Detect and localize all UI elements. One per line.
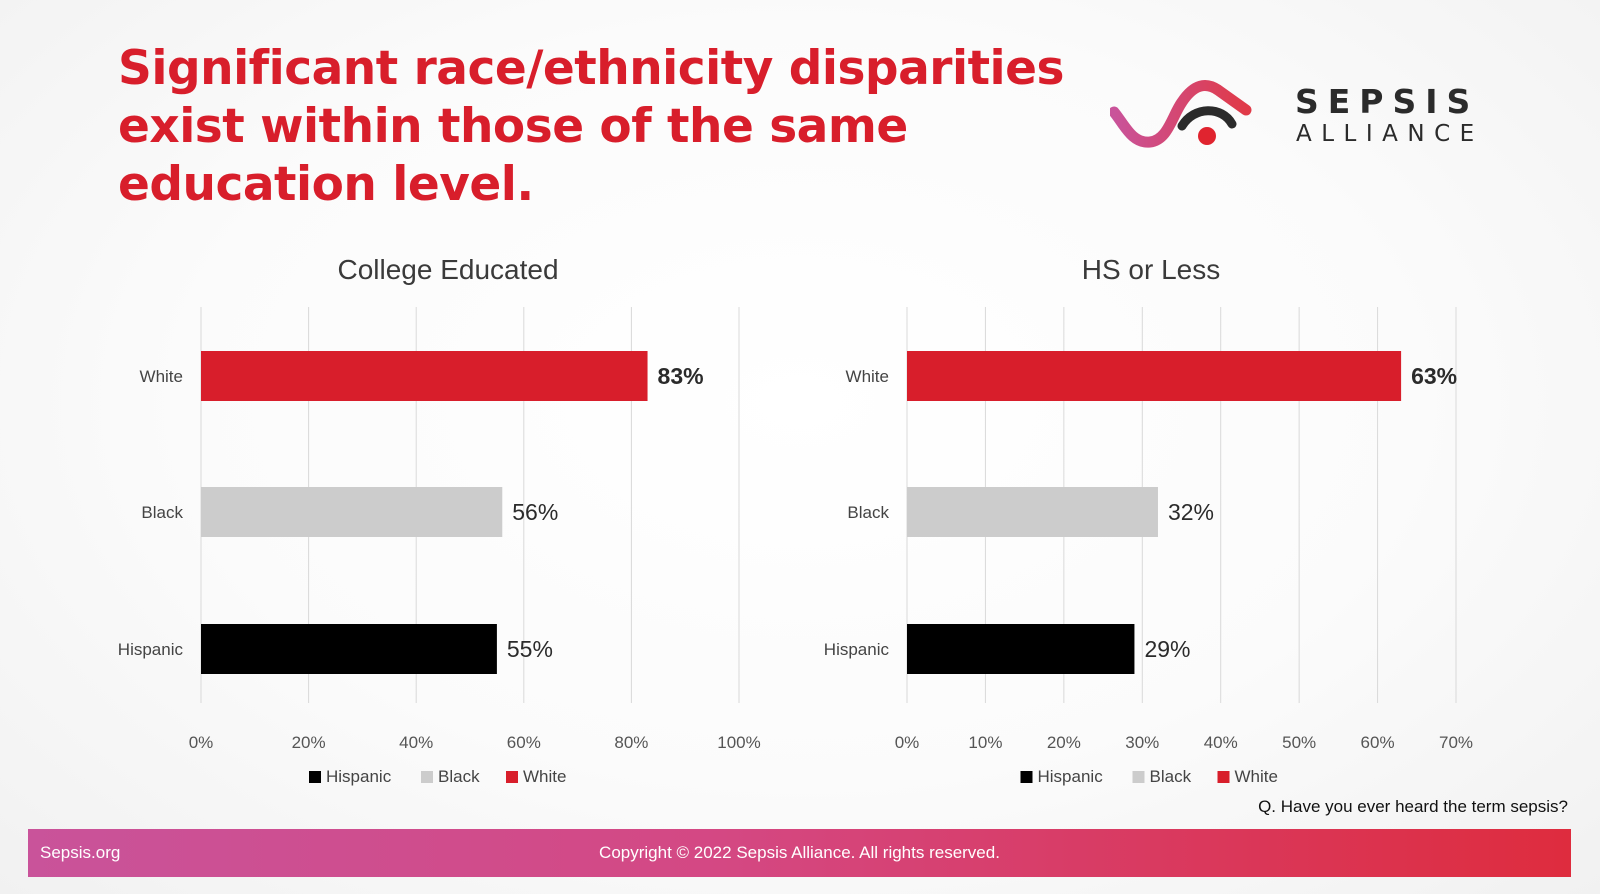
x-tick-label: 70% (1439, 733, 1473, 752)
x-tick-label: 40% (1204, 733, 1238, 752)
legend-label: Black (1150, 767, 1192, 786)
x-tick-label: 10% (968, 733, 1002, 752)
legend-label: Black (438, 767, 480, 786)
chart-title: HS or Less (1082, 254, 1221, 285)
x-tick-label: 40% (399, 733, 433, 752)
category-label: Hispanic (118, 640, 184, 659)
footer-bar: Sepsis.org Copyright © 2022 Sepsis Allia… (28, 829, 1571, 877)
bar-black (201, 487, 503, 537)
legend-label: White (1235, 767, 1278, 786)
legend-swatch-black (1132, 771, 1145, 783)
legend-swatch-black (421, 771, 433, 783)
bar-black (907, 487, 1158, 537)
chart-title: College Educated (337, 254, 558, 285)
category-label: Hispanic (824, 640, 890, 659)
category-label: Black (141, 503, 183, 522)
x-tick-label: 0% (895, 733, 920, 752)
bar-white (201, 351, 648, 401)
x-tick-label: 0% (189, 733, 214, 752)
data-label: 63% (1411, 363, 1457, 389)
legend-label: Hispanic (1038, 767, 1104, 786)
x-tick-label: 20% (292, 733, 326, 752)
footer-site-link[interactable]: Sepsis.org (40, 843, 121, 862)
data-label: 29% (1144, 636, 1190, 662)
x-tick-label: 20% (1047, 733, 1081, 752)
x-tick-label: 50% (1282, 733, 1316, 752)
x-tick-label: 60% (507, 733, 541, 752)
x-tick-label: 60% (1361, 733, 1395, 752)
survey-question: Q. Have you ever heard the term sepsis? (1258, 797, 1568, 816)
x-tick-label: 80% (614, 733, 648, 752)
legend-swatch-hispanic (309, 771, 321, 783)
legend-label: Hispanic (326, 767, 392, 786)
x-tick-label: 30% (1125, 733, 1159, 752)
category-label: Black (847, 503, 889, 522)
data-label: 55% (507, 636, 553, 662)
logo-word-sepsis: SEPSIS (1295, 82, 1480, 121)
data-label: 56% (512, 499, 558, 525)
footer-copyright: Copyright © 2022 Sepsis Alliance. All ri… (599, 843, 1000, 862)
wave-wifi-icon (1108, 80, 1252, 148)
data-label: 83% (658, 363, 704, 389)
bar-hispanic (201, 624, 497, 674)
logo-word-alliance: ALLIANCE (1296, 121, 1484, 147)
slide-title: Significant race/ethnicity disparities e… (118, 41, 1065, 212)
legend-swatch-white (1217, 771, 1230, 783)
sepsis-alliance-logo: SEPSIS ALLIANCE (1108, 76, 1500, 156)
data-label: 32% (1168, 499, 1214, 525)
bar-white (907, 351, 1402, 401)
legend-swatch-hispanic (1020, 771, 1033, 783)
legend-swatch-white (506, 771, 518, 783)
category-label: White (846, 367, 889, 386)
legend-label: White (523, 767, 566, 786)
category-label: White (140, 367, 183, 386)
x-tick-label: 100% (717, 733, 760, 752)
bar-hispanic (907, 624, 1135, 674)
